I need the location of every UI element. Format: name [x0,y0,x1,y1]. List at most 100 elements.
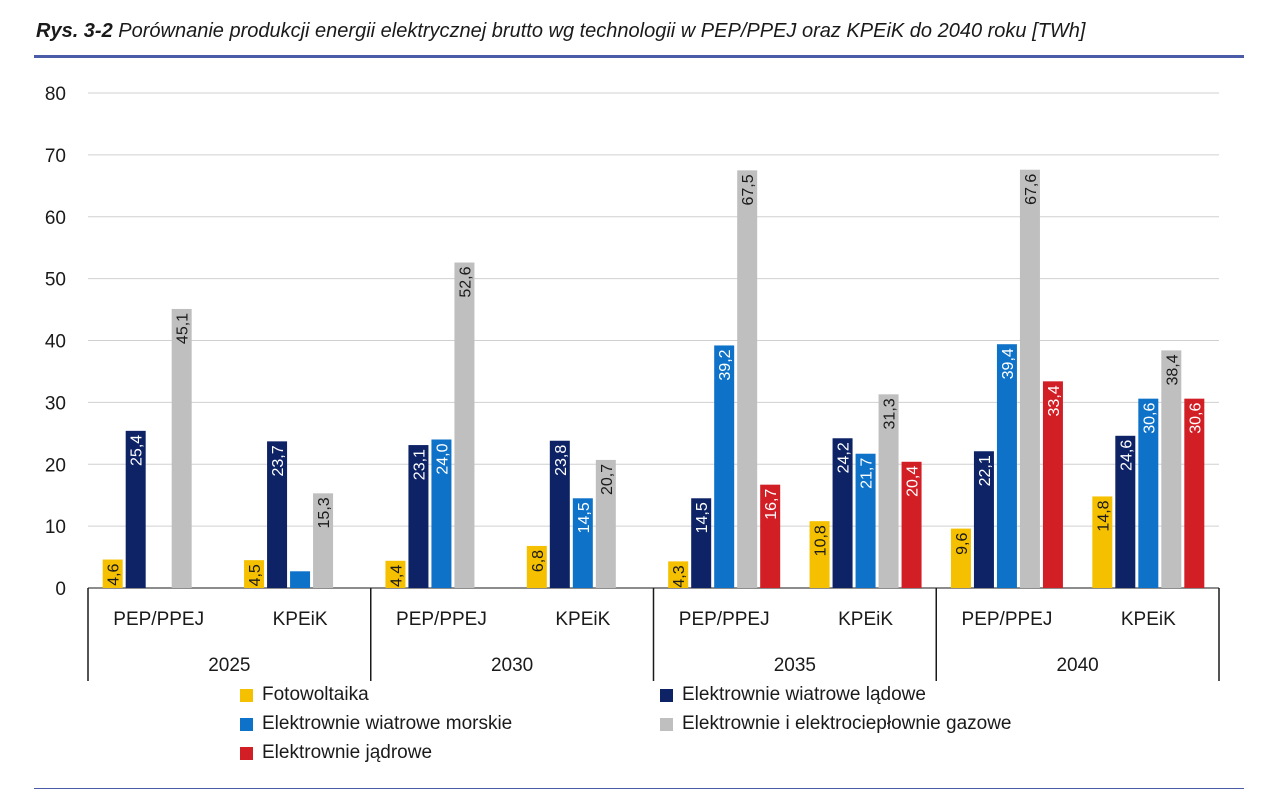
legend-label: Fotowoltaika [262,684,369,705]
legend-item: Elektrownie wiatrowe morskie [240,713,512,735]
bar [102,559,123,588]
bar [385,560,406,588]
group-label: 2025 [208,655,250,676]
figure-caption: Rys. 3-2 Porównanie produkcji energii el… [36,20,1085,43]
bar [572,498,593,588]
bar [1138,398,1159,588]
data-label: 22,1 [977,455,994,486]
category-label: KPEiK [1121,609,1176,630]
legend-label: Elektrownie i elektrociepłownie gazowe [682,713,1012,734]
data-label: 39,4 [1000,348,1017,379]
bar [901,461,922,588]
legend-swatch [240,746,253,760]
legend-swatch [240,717,253,731]
data-label: 9,6 [954,533,971,555]
bar [526,545,547,588]
figure-title: Porównanie produkcji energii elektryczne… [118,20,1086,42]
data-label: 20,7 [599,464,616,495]
y-tick-label: 30 [45,393,66,414]
y-tick-label: 10 [45,517,66,538]
category-label: PEP/PPEJ [679,609,770,630]
bar [1184,398,1205,588]
bar [313,493,334,588]
y-tick-label: 0 [55,579,66,600]
data-label: 6,8 [530,550,547,572]
y-tick-label: 60 [45,208,66,229]
data-label: 21,7 [859,458,876,489]
bar [855,453,876,588]
bar [1019,169,1040,588]
y-tick-label: 50 [45,270,66,291]
bar [760,484,781,588]
legend-item: Elektrownie i elektrociepłownie gazowe [660,713,1012,735]
bar [714,345,735,588]
bar [171,308,192,588]
bar [244,560,265,588]
legend-label: Elektrownie jądrowe [262,742,433,763]
bar [950,528,971,588]
legend-item: Fotowoltaika [240,684,369,706]
category-label: KPEiK [273,609,328,630]
data-label: 23,8 [553,445,570,476]
bar [1115,435,1136,588]
bar [290,571,311,588]
data-label: 24,0 [434,443,451,474]
bar [549,440,570,588]
data-label: 4,4 [388,565,405,587]
legend-swatch [660,717,673,731]
data-label: 15,3 [316,497,333,528]
category-label: KPEiK [555,609,610,630]
y-tick-label: 80 [45,84,66,105]
data-label: 14,5 [694,502,711,533]
bar [267,441,288,588]
group-label: 2030 [491,655,533,676]
legend-label: Elektrownie wiatrowe lądowe [682,684,926,705]
data-label: 67,5 [740,174,757,205]
legend-item: Elektrownie jądrowe [240,742,432,764]
data-label: 52,6 [457,266,474,297]
bar [973,451,994,588]
bar [832,438,853,588]
bar [125,430,146,588]
data-label: 10,8 [813,525,830,556]
data-label: 23,1 [411,449,428,480]
data-label: 16,7 [763,489,780,520]
bar [737,170,758,588]
legend-swatch [660,688,673,702]
data-label: 4,5 [247,564,264,586]
bar [996,344,1017,588]
y-tick-label: 20 [45,455,66,476]
data-label: 4,6 [106,563,123,585]
data-label: 30,6 [1187,403,1204,434]
data-label: 14,5 [576,502,593,533]
group-label: 2035 [774,655,816,676]
legend-swatch [240,688,253,702]
data-label: 39,2 [717,349,734,380]
data-label: 33,4 [1046,385,1063,416]
data-label: 38,4 [1164,354,1181,385]
category-label: PEP/PPEJ [113,609,204,630]
legend-item: Elektrownie wiatrowe lądowe [660,684,926,706]
data-label: 14,8 [1095,500,1112,531]
figure-number: Rys. 3-2 [36,20,113,42]
bar [878,394,899,588]
bar [1092,496,1113,588]
bottom-rule [34,788,1244,789]
bar [454,262,475,588]
bar [1161,350,1182,588]
data-label: 24,6 [1118,440,1135,471]
data-label: 67,6 [1023,174,1040,205]
legend-label: Elektrownie wiatrowe morskie [262,713,513,734]
data-label: 25,4 [129,435,146,466]
category-label: PEP/PPEJ [396,609,487,630]
data-label: 23,7 [270,445,287,476]
category-label: KPEiK [838,609,893,630]
category-label: PEP/PPEJ [962,609,1053,630]
bar [691,498,712,588]
bar [595,459,616,588]
data-label: 24,2 [836,442,853,473]
group-label: 2040 [1056,655,1098,676]
data-label: 30,6 [1141,403,1158,434]
data-label: 20,4 [905,466,922,497]
